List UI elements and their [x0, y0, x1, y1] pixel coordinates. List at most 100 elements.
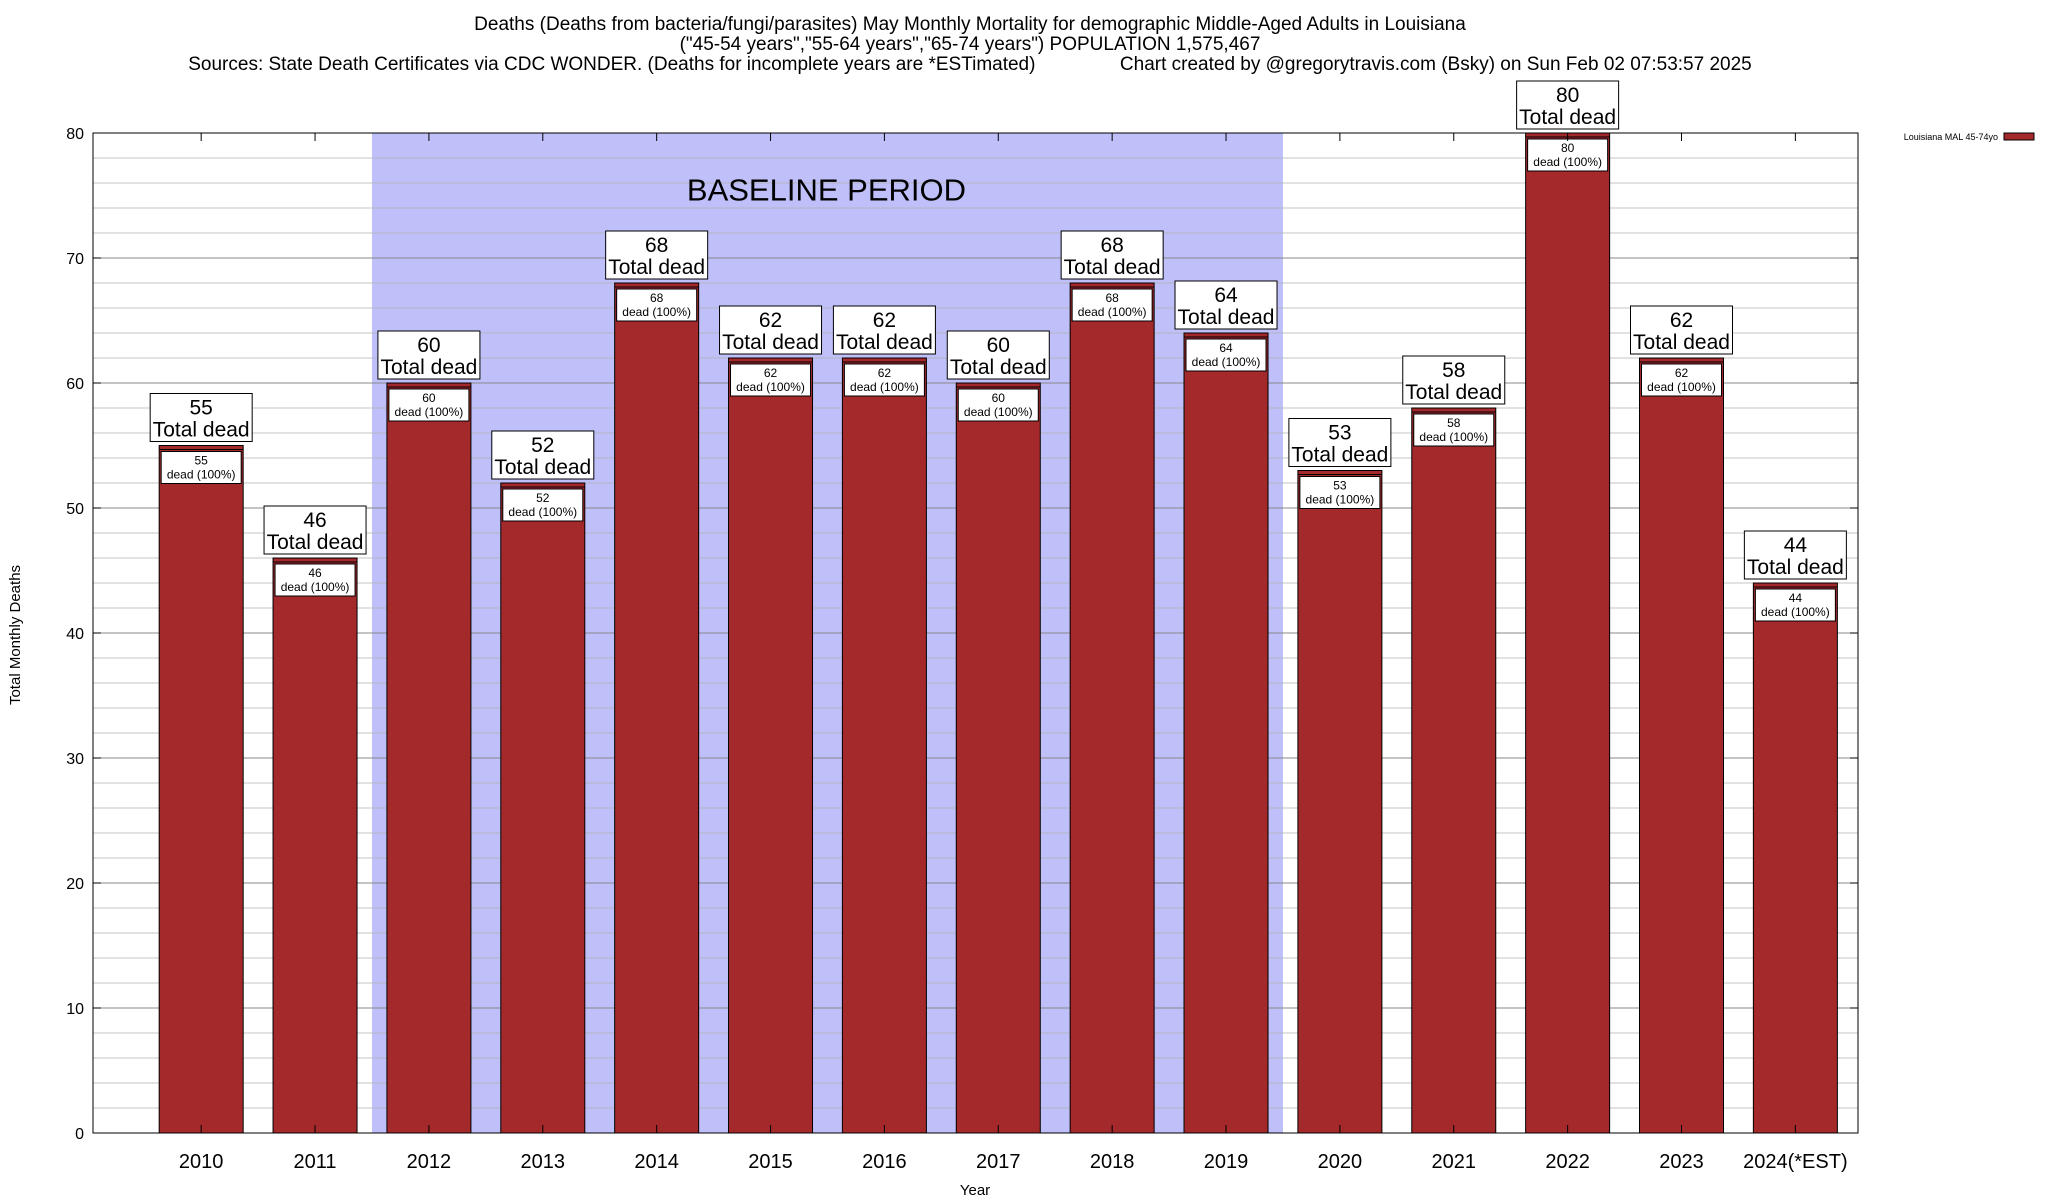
total-dead-label: Total dead [1291, 444, 1388, 467]
x-axis-title: Year [960, 1182, 990, 1199]
inner-percent-label: dead (100%) [508, 505, 577, 519]
bar [1752, 582, 1838, 1134]
total-value-label: 68 [645, 234, 668, 257]
x-tick-label: 2021 [1432, 1151, 1477, 1173]
inner-percent-label: dead (100%) [1419, 430, 1488, 444]
total-value-label: 68 [1100, 234, 1123, 257]
inner-percent-label: dead (100%) [1647, 380, 1716, 394]
total-label-box [719, 305, 823, 355]
total-dead-label: Total dead [722, 331, 819, 354]
inner-label-box [1527, 138, 1609, 172]
total-value-label: 60 [987, 334, 1010, 357]
x-tick-label: 2023 [1659, 1151, 1704, 1173]
bar [1183, 332, 1269, 1134]
inner-percent-label: dead (100%) [281, 580, 350, 594]
inner-value-label: 62 [764, 366, 778, 380]
x-tick-label: 2024(*EST) [1743, 1151, 1848, 1173]
inner-label-box [388, 388, 470, 422]
total-dead-label: Total dead [1633, 331, 1730, 354]
inner-percent-label: dead (100%) [1078, 305, 1147, 319]
total-label-box [1402, 355, 1506, 405]
total-dead-label: Total dead [380, 356, 477, 379]
total-label-box [263, 505, 367, 555]
y-axis-title: Total Monthly Deaths [7, 565, 24, 705]
total-value-label: 62 [759, 309, 782, 332]
inner-label-box [1413, 413, 1495, 447]
bar [500, 482, 586, 1134]
total-label-box [605, 230, 709, 280]
inner-value-label: 60 [422, 391, 436, 405]
inner-label-box [274, 563, 356, 597]
total-label-box [1516, 80, 1620, 130]
bar [1639, 357, 1724, 1134]
inner-value-label: 52 [536, 491, 550, 505]
inner-value-label: 64 [1219, 341, 1233, 355]
inner-percent-label: dead (100%) [1192, 355, 1261, 369]
total-value-label: 64 [1214, 284, 1238, 307]
inner-label-box [730, 363, 812, 397]
total-dead-label: Total dead [153, 419, 250, 442]
inner-label-box [957, 388, 1039, 422]
inner-value-label: 60 [992, 391, 1006, 405]
inner-percent-label: dead (100%) [1306, 493, 1375, 507]
inner-label-box [1185, 338, 1267, 372]
total-value-label: 60 [417, 334, 440, 357]
total-value-label: 46 [303, 509, 326, 532]
inner-value-label: 55 [194, 454, 208, 468]
bar [386, 382, 472, 1134]
bar [614, 282, 700, 1134]
baseline-period-label: BASELINE PERIOD [687, 173, 966, 208]
legend-entry-label: Louisiana MAL 45-74yo [1904, 132, 1998, 142]
total-value-label: 62 [1670, 309, 1693, 332]
total-dead-label: Total dead [1405, 381, 1502, 404]
total-value-label: 80 [1556, 84, 1579, 107]
inner-percent-label: dead (100%) [167, 468, 236, 482]
inner-label-box [502, 488, 584, 522]
total-dead-label: Total dead [1747, 556, 1844, 579]
total-value-label: 62 [873, 309, 896, 332]
bar [272, 557, 358, 1134]
inner-value-label: 58 [1447, 416, 1461, 430]
title-line-3: Sources: State Death Certificates via CD… [188, 54, 1752, 75]
x-tick-label: 2022 [1545, 1151, 1590, 1173]
inner-value-label: 53 [1333, 479, 1347, 493]
total-label-box [1743, 530, 1847, 580]
bar [728, 357, 814, 1134]
inner-label-box [1641, 363, 1722, 397]
inner-value-label: 62 [878, 366, 892, 380]
y-tick-label: 50 [66, 501, 84, 518]
total-dead-label: Total dead [608, 256, 705, 279]
y-tick-label: 30 [66, 751, 84, 768]
inner-percent-label: dead (100%) [395, 405, 464, 419]
bar [1297, 470, 1383, 1134]
inner-percent-label: dead (100%) [1533, 155, 1602, 169]
total-dead-label: Total dead [950, 356, 1047, 379]
inner-percent-label: dead (100%) [1761, 605, 1830, 619]
inner-label-box [160, 451, 242, 484]
bar [158, 445, 244, 1134]
inner-label-box [843, 363, 925, 397]
inner-label-box [1299, 476, 1381, 509]
bar [1525, 132, 1611, 1134]
bar [1069, 282, 1155, 1134]
legend-swatch [2003, 132, 2035, 141]
total-value-label: 52 [531, 434, 554, 457]
inner-percent-label: dead (100%) [622, 305, 691, 319]
inner-percent-label: dead (100%) [850, 380, 919, 394]
inner-value-label: 44 [1789, 591, 1803, 605]
inner-percent-label: dead (100%) [736, 380, 805, 394]
bar [841, 357, 927, 1134]
x-tick-label: 2010 [179, 1151, 224, 1173]
bar [1411, 407, 1497, 1134]
legend: Louisiana MAL 45-74yo [1904, 132, 2035, 142]
total-label-box [149, 393, 253, 442]
